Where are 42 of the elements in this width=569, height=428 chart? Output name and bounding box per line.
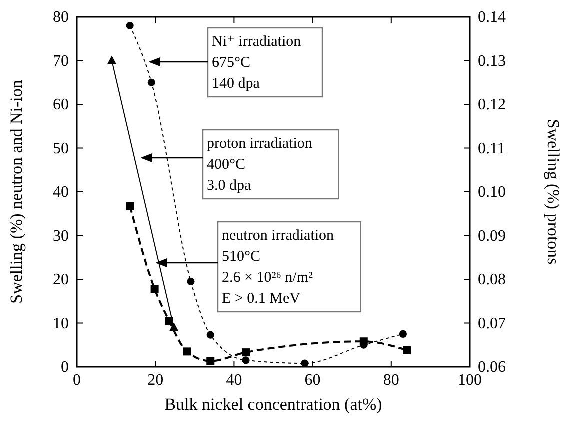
point [242, 356, 250, 364]
x-axis-title: Bulk nickel concentration (at%) [164, 395, 382, 414]
x-tick-label: 40 [226, 372, 242, 389]
y2-tick-label: 0.13 [478, 52, 506, 70]
y2-tick-label: 0.12 [478, 96, 506, 114]
y-tick-label: 10 [53, 315, 69, 332]
point [403, 346, 412, 354]
y-tick-label: 30 [53, 228, 69, 245]
y-tick-label: 50 [53, 140, 69, 158]
y2-tick-label: 0.14 [478, 9, 506, 26]
point [183, 348, 192, 356]
y-tick-label: 20 [53, 272, 69, 288]
point [148, 78, 156, 86]
point [206, 331, 214, 339]
y-tick-label: 40 [53, 184, 69, 201]
point [360, 338, 368, 346]
y2-tick-label: 0.10 [478, 184, 506, 201]
point [126, 202, 134, 210]
y-axis-title: Swelling (%) neutron and Ni-ion [7, 80, 26, 304]
y2-axis-title: Swelling (%) protons [544, 119, 563, 265]
point [187, 278, 195, 286]
x-tick-label: 20 [148, 372, 164, 389]
point [242, 348, 250, 357]
y2-tick-label: 0.08 [478, 272, 506, 288]
y-tick-label: 70 [53, 52, 69, 70]
y-tick-label: 0 [61, 359, 69, 376]
annotation: neutron irradiation 510°C 2.6 × 10²⁶ n/m² E > 0.1 MeV [222, 228, 335, 307]
x-tick-label: 80 [383, 372, 400, 389]
point [301, 360, 309, 368]
x-tick-label: 0 [73, 372, 81, 389]
annotation: Ni⁺ irradiation 675°C 140 dpa [212, 34, 302, 92]
point [206, 357, 215, 366]
y2-tick-label: 0.09 [478, 228, 506, 245]
y-tick-label: 60 [53, 96, 69, 114]
annotation: proton irradiation 400°C 3.0 dpa [207, 136, 313, 194]
point [126, 22, 134, 30]
y2-tick-label: 0.11 [478, 140, 506, 158]
point [399, 330, 407, 338]
x-tick-label: 60 [304, 372, 321, 389]
y2-tick-label: 0.07 [478, 315, 506, 332]
point [150, 285, 159, 294]
y-tick-label: 80 [53, 9, 69, 26]
